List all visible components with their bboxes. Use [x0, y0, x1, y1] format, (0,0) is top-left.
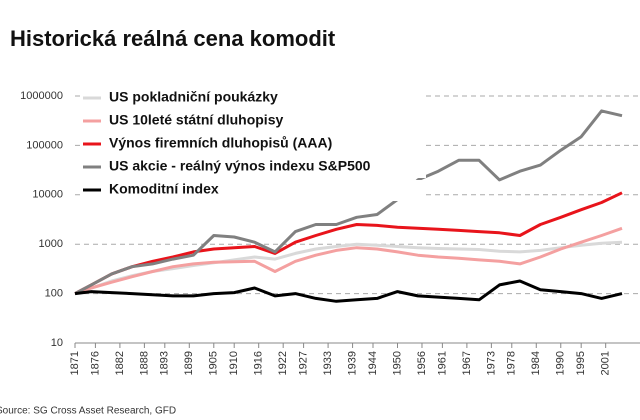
legend-label: Výnos firemních dluhopisů (AAA) [109, 135, 332, 151]
y-tick-label: 1000000 [20, 90, 63, 102]
y-tick-label: 10 [51, 337, 63, 349]
legend-label: Komoditní index [109, 181, 219, 197]
legend-bg [81, 180, 426, 201]
x-tick-label: 1984 [530, 351, 542, 375]
x-tick-label: 1973 [485, 351, 497, 375]
x-tick-label: 1950 [391, 351, 403, 375]
chart-title: Historická reálná cena komodit [10, 26, 336, 51]
x-tick-label: 1899 [183, 351, 195, 375]
y-tick-label: 100000 [26, 139, 63, 151]
x-tick-label: 1967 [461, 351, 473, 375]
x-tick-label: 1916 [253, 351, 265, 375]
x-tick-label: 2001 [600, 351, 612, 375]
x-tick-label: 1871 [69, 351, 81, 375]
legend-bg [81, 111, 426, 132]
x-tick-label: 1944 [367, 351, 379, 375]
legend-label: US pokladniční poukázky [109, 89, 278, 105]
x-tick-label: 1876 [89, 351, 101, 375]
x-tick-label: 1978 [506, 351, 518, 375]
source-note: Source: SG Cross Asset Research, GFD [0, 406, 176, 417]
y-tick-label: 100 [45, 288, 63, 300]
series-line [74, 109, 623, 295]
x-tick-label: 1927 [298, 351, 310, 375]
legend-bg [81, 157, 426, 178]
legend-bg [81, 134, 426, 155]
x-tick-label: 1910 [228, 351, 240, 375]
y-tick-label: 10000 [32, 189, 63, 201]
legend-label: US akcie - reálný výnos indexu S&P500 [109, 158, 371, 174]
x-tick-label: 1956 [416, 351, 428, 375]
legend-bg [81, 88, 426, 109]
legend-label: US 10leté státní dluhopisy [109, 112, 283, 128]
series-line [74, 279, 623, 303]
x-tick-label: 1961 [436, 351, 448, 375]
x-tick-label: 1888 [138, 351, 150, 375]
x-tick-label: 1882 [114, 351, 126, 375]
x-tick-label: 1990 [555, 351, 567, 375]
y-tick-label: 1000 [39, 238, 63, 250]
x-tick-label: 1933 [322, 351, 334, 375]
x-tick-label: 1905 [208, 351, 220, 375]
x-tick-label: 1939 [346, 351, 358, 375]
x-tick-label: 1922 [277, 351, 289, 375]
x-tick-label: 1995 [575, 351, 587, 375]
x-tick-label: 1893 [159, 351, 171, 375]
series-line [74, 226, 623, 296]
series-line [74, 191, 623, 295]
